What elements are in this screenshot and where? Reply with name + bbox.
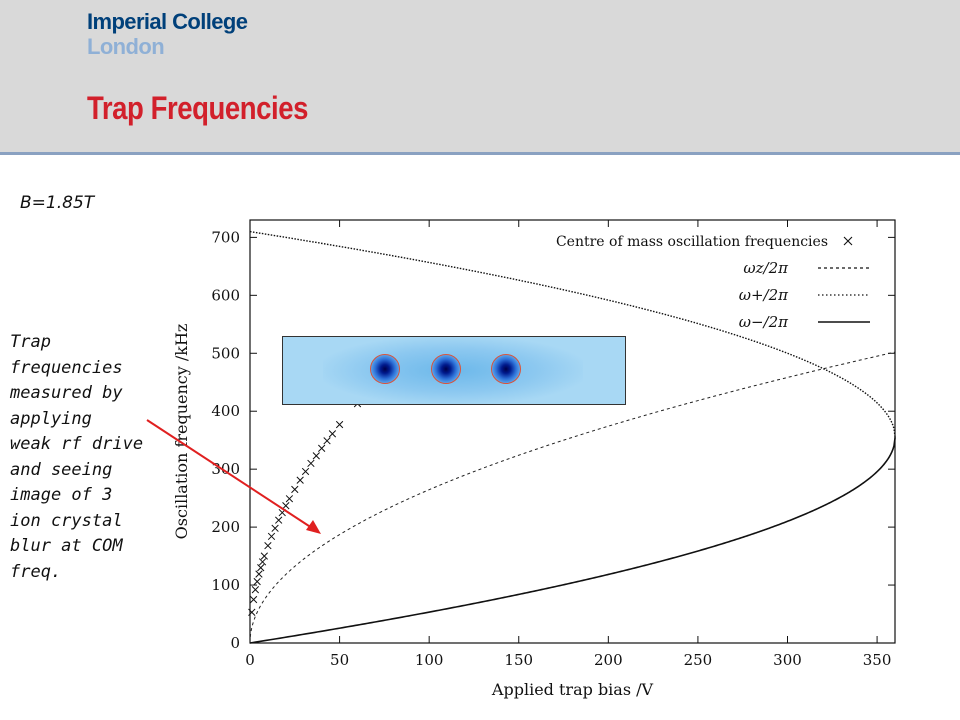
ion-crystal-image (282, 336, 626, 405)
y-tick-label: 700 (211, 228, 240, 246)
com-frequency-point (285, 495, 294, 503)
com-frequency-point (260, 552, 268, 560)
com-frequency-point (248, 608, 256, 616)
com-frequency-point (301, 467, 310, 476)
x-tick-label: 300 (773, 651, 802, 669)
y-tick-label: 500 (211, 344, 240, 362)
legend-label: Centre of mass oscillation frequencies (556, 234, 828, 250)
com-frequency-point (264, 541, 272, 550)
com-frequency-point (307, 459, 315, 468)
com-frequency-point (257, 564, 265, 572)
com-frequency-point (335, 420, 344, 429)
x-tick-label: 100 (415, 651, 444, 669)
ion-2 (431, 354, 461, 384)
x-axis-label: Applied trap bias /V (491, 680, 654, 699)
magnetic-field-label: B=1.85T (20, 193, 95, 213)
x-tick-label: 0 (245, 651, 255, 669)
com-frequency-point (296, 476, 304, 484)
legend-label: ω−/2π (739, 313, 789, 331)
omega-plus-curve (249, 230, 896, 438)
com-frequency-point (255, 570, 263, 578)
com-frequency-point (258, 558, 267, 566)
x-tick-label: 50 (330, 651, 349, 669)
x-tick-label: 150 (504, 651, 533, 669)
omega-minus-curve (249, 437, 896, 644)
pointer-arrow-shaft (146, 419, 313, 529)
x-tick-label: 350 (863, 651, 892, 669)
pointer-arrow-head (306, 520, 321, 534)
y-tick-label: 100 (211, 576, 240, 594)
com-frequency-point (253, 577, 261, 586)
com-frequency-point (251, 586, 260, 594)
com-frequency-point (312, 452, 320, 460)
college-logo-line2: London (87, 34, 165, 59)
com-frequency-point (271, 524, 279, 532)
com-frequency-point (249, 595, 258, 604)
x-tick-label: 250 (684, 651, 713, 669)
slide-header: Imperial College London Trap Frequencies (0, 0, 960, 155)
com-frequency-point (291, 485, 299, 494)
x-tick-label: 200 (594, 651, 623, 669)
com-frequency-point (267, 532, 276, 541)
annotation-note: Trap frequencies measured by applying we… (10, 332, 144, 582)
ion-3 (491, 354, 521, 384)
y-axis-label: Oscillation frequency /kHz (172, 324, 191, 540)
omega-z-curve (249, 351, 896, 644)
com-frequency-point (282, 502, 290, 510)
college-logo-line1: Imperial College (87, 9, 248, 34)
com-frequency-point (328, 430, 337, 438)
y-tick-label: 300 (211, 460, 240, 478)
legend-marker-cross (843, 236, 853, 246)
slide-title: Trap Frequencies (87, 90, 309, 126)
com-frequency-point (275, 516, 283, 524)
y-tick-label: 600 (211, 286, 240, 304)
legend-label: ω+/2π (739, 286, 789, 304)
com-frequency-point (318, 444, 326, 452)
y-tick-label: 400 (211, 402, 240, 420)
legend-label: ωz/2π (743, 259, 789, 277)
ion-1 (370, 354, 400, 384)
com-frequency-point (323, 437, 331, 445)
y-tick-label: 0 (230, 634, 240, 652)
y-tick-label: 200 (211, 518, 240, 536)
plot-frame (249, 219, 896, 644)
